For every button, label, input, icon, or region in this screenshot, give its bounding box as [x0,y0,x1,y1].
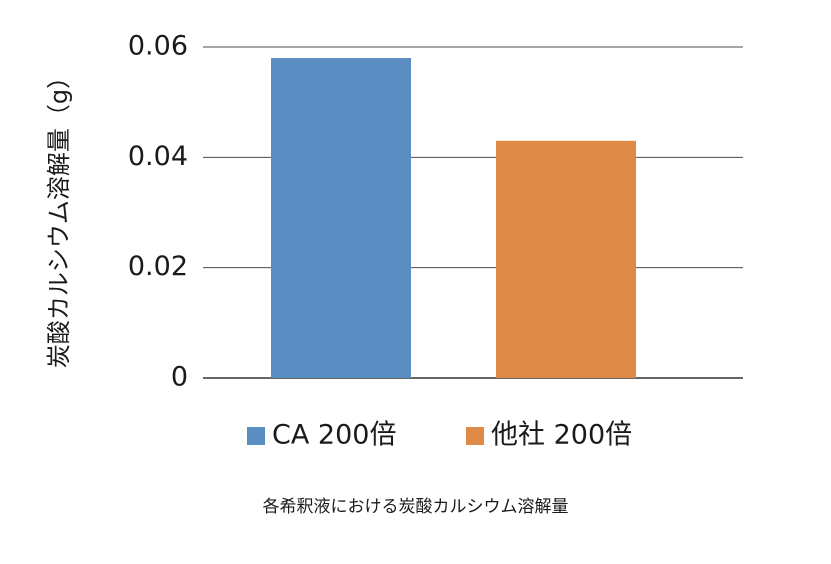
legend-label-2: 他社 200倍 [491,420,632,451]
y-axis-title: 炭酸カルシウム溶解量（g） [45,65,73,368]
bar-1 [271,58,411,379]
y-tick-label: 0.04 [128,141,188,172]
legend: CA 200倍 他社 200倍 [247,420,632,451]
y-tick-label: 0.06 [128,31,188,62]
y-tick-label: 0 [171,362,188,393]
legend-swatch-1 [247,427,265,445]
bars [271,58,636,379]
chart-caption: 各希釈液における炭酸カルシウム溶解量 [262,497,569,517]
legend-swatch-2 [466,427,484,445]
legend-label-1: CA 200倍 [272,420,396,451]
bar-2 [496,140,636,378]
y-tick-label: 0.02 [128,251,188,282]
y-axis: 0 0.02 0.04 0.06 [128,31,188,393]
